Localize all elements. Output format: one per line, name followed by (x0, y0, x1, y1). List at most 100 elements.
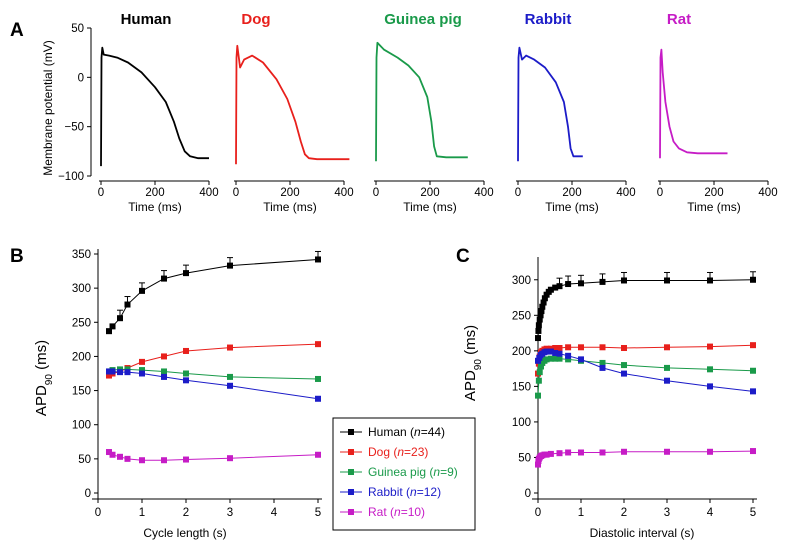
data-point (535, 335, 541, 342)
panel-c-xtick-label: 1 (578, 507, 584, 519)
data-point (556, 283, 563, 290)
panel-c-ytick-label: 250 (512, 310, 531, 322)
data-point (183, 347, 189, 354)
data-point (578, 280, 584, 287)
data-point (183, 456, 189, 463)
panel-b-xtick-label: 1 (139, 507, 145, 519)
data-point (578, 449, 584, 456)
panel-c-xtick-label: 2 (621, 507, 627, 519)
panel-a-xtick-label: 0 (657, 187, 663, 199)
legend-marker (348, 489, 354, 495)
data-point (552, 349, 559, 356)
data-point (599, 449, 606, 456)
data-point (161, 275, 167, 282)
data-point (621, 277, 627, 284)
panel-a-xtick-label: 0 (515, 187, 521, 199)
legend-item-rabbit: Rabbit (n=12) (340, 485, 441, 499)
panel-a-xtick-label: 0 (98, 187, 104, 199)
data-point (664, 277, 670, 284)
data-point (109, 451, 116, 458)
panel-c: Diastolic interval (s) APD90 (ms) 050100… (462, 257, 757, 540)
data-point (183, 377, 189, 384)
data-point (565, 344, 572, 351)
data-point (124, 301, 131, 308)
data-point (538, 363, 545, 370)
panel-b-ytick-label: 250 (72, 317, 91, 329)
legend-item-dog: Dog (n=23) (340, 445, 428, 459)
data-point (183, 270, 189, 277)
panel-b-xtick-label: 2 (183, 507, 189, 519)
panel-b-ytick-label: 150 (72, 386, 91, 398)
data-point (621, 370, 627, 377)
data-point (664, 344, 670, 351)
data-point (556, 450, 563, 457)
legend-label: Dog (n=23) (368, 445, 428, 459)
data-point (599, 278, 606, 285)
data-point (599, 359, 606, 366)
data-point (535, 461, 541, 468)
action-potential-trace (235, 44, 350, 165)
panel-a-ytick-label: 50 (71, 23, 84, 35)
species-title: Human (121, 11, 172, 28)
legend-item-human: Human (n=44) (340, 425, 445, 439)
data-point (621, 448, 627, 455)
action-potential-trace (659, 48, 728, 159)
panel-b-series-rabbit (106, 368, 321, 402)
panel-b-series-guinea-pig (106, 366, 321, 382)
legend-items: Human (n=44) Dog (n=23) Guinea pig (n=9) Ra… (340, 425, 458, 519)
data-point (552, 284, 559, 291)
species-title: Rabbit (525, 11, 572, 28)
panel-a-xtick-label: 200 (145, 187, 164, 199)
panel-b-ytick-label: 300 (72, 283, 91, 295)
panel-c-series-human (535, 271, 756, 342)
panel-a-subplot-rat: Rat 0 200 400 Time (ms) (657, 11, 778, 214)
panel-c-ytick-label: 50 (518, 452, 531, 464)
panel-a-ytick-label: 0 (78, 72, 84, 84)
data-point (565, 352, 572, 359)
data-point (227, 455, 233, 462)
data-point (541, 295, 548, 302)
data-point (535, 322, 542, 329)
panel-a-xtick-label: 200 (280, 187, 299, 199)
data-point (750, 448, 756, 455)
panel-c-series-rabbit (535, 348, 756, 395)
data-point (183, 370, 189, 377)
data-point (578, 356, 584, 363)
legend-marker (348, 469, 354, 475)
panel-b-axes: 0 50 100 150 200 250 300 350 0 1 2 3 4 5 (72, 249, 322, 519)
legend-box (332, 417, 476, 531)
data-point (536, 316, 543, 323)
data-point (227, 373, 233, 380)
species-title: Dog (241, 11, 270, 28)
panel-b: Cycle length (s) APD90 (ms) 050100150200… (33, 249, 322, 540)
data-point (539, 303, 546, 310)
data-point (540, 299, 547, 306)
data-point (707, 277, 713, 284)
data-point (538, 308, 545, 315)
data-point (535, 392, 541, 399)
panel-c-data (535, 271, 756, 468)
panel-a-xtick-label: 200 (704, 187, 723, 199)
panel-b-xtick-label: 3 (227, 507, 233, 519)
panel-c-xtick-label: 4 (707, 507, 714, 519)
data-point (315, 341, 321, 348)
panel-b-xtick-label: 5 (315, 507, 321, 519)
panel-b-ytick-label: 0 (85, 488, 91, 500)
panel-label-a: A (10, 20, 24, 41)
panel-a-subplot-dog: Dog 0 200 400 Time (ms) (233, 11, 354, 214)
panel-a-xlabel: Time (ms) (263, 200, 317, 214)
data-point (750, 388, 756, 395)
data-point (106, 368, 112, 375)
panel-a-xtick-label: 400 (474, 187, 493, 199)
data-point (315, 451, 321, 458)
panel-a-ylabel: Membrane potential (mV) (41, 40, 55, 175)
data-point (227, 382, 233, 389)
panel-a-subplot-rabbit: Rabbit 0 200 400 Time (ms) (515, 11, 636, 214)
legend-label: Rabbit (n=12) (368, 485, 441, 499)
panel-c-ytick-label: 0 (525, 488, 531, 500)
panel-a-yaxis: 50 0 −50 −100 (58, 23, 92, 183)
data-point (599, 364, 606, 371)
panel-b-ytick-label: 350 (72, 249, 91, 261)
data-point (124, 369, 131, 376)
